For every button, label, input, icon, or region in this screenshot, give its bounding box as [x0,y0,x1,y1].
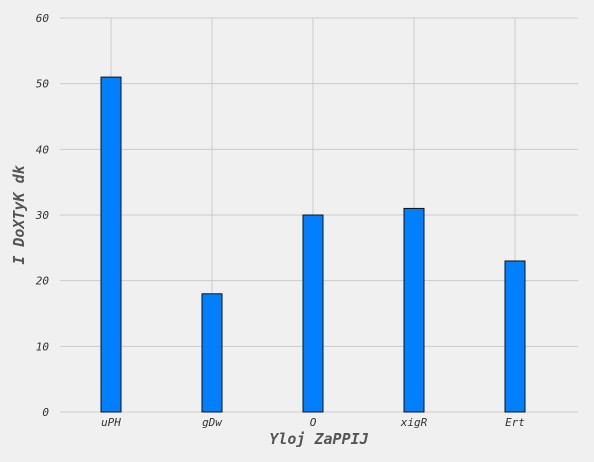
x-tick-label: Ert [505,416,525,429]
y-tick-labels: 0 10 20 30 40 50 60 [35,12,50,419]
x-tick-label: xigR [400,416,428,429]
y-tick-label: 40 [36,143,50,156]
bar-Ert [504,260,526,413]
bar-xigR [403,207,425,413]
y-axis-label: I DoXTyK dk [10,164,28,264]
y-tick-label: 0 [42,406,49,419]
bar-O [302,214,324,413]
y-tick-label: 20 [36,275,50,288]
bars [100,76,526,413]
x-tick-label: gDw [202,416,223,429]
y-tick-label: 10 [36,340,50,353]
bar-gDw [201,293,223,413]
y-tick-label: 60 [36,12,50,25]
bar-uPH [100,76,122,413]
x-tick-label: O [310,416,317,429]
x-tick-label: uPH [101,416,121,429]
y-tick-label: 50 [36,78,50,91]
x-axis-label: Yloj ZaPPIJ [269,430,368,448]
y-tick-label: 30 [35,209,50,222]
